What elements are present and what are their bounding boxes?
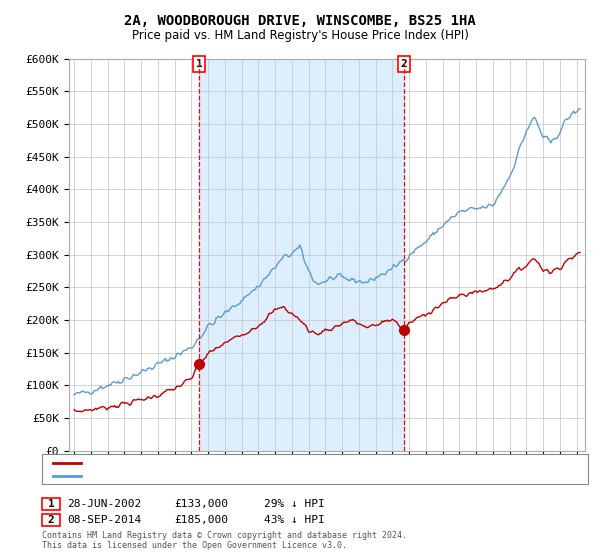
Text: 1: 1 (196, 59, 203, 69)
Text: Price paid vs. HM Land Registry's House Price Index (HPI): Price paid vs. HM Land Registry's House … (131, 29, 469, 42)
Text: 2: 2 (401, 59, 407, 69)
Text: This data is licensed under the Open Government Licence v3.0.: This data is licensed under the Open Gov… (42, 542, 347, 550)
Text: 2A, WOODBOROUGH DRIVE, WINSCOMBE, BS25 1HA (detached house): 2A, WOODBOROUGH DRIVE, WINSCOMBE, BS25 1… (85, 458, 432, 468)
Text: 08-SEP-2014: 08-SEP-2014 (67, 515, 142, 525)
Text: Contains HM Land Registry data © Crown copyright and database right 2024.: Contains HM Land Registry data © Crown c… (42, 531, 407, 540)
Text: 2A, WOODBOROUGH DRIVE, WINSCOMBE, BS25 1HA: 2A, WOODBOROUGH DRIVE, WINSCOMBE, BS25 1… (124, 14, 476, 28)
Text: 43% ↓ HPI: 43% ↓ HPI (264, 515, 325, 525)
Text: £133,000: £133,000 (174, 499, 228, 509)
Text: £185,000: £185,000 (174, 515, 228, 525)
Text: HPI: Average price, detached house, North Somerset: HPI: Average price, detached house, Nort… (85, 471, 379, 481)
Text: 1: 1 (47, 499, 55, 509)
Text: 2: 2 (47, 515, 55, 525)
Text: 29% ↓ HPI: 29% ↓ HPI (264, 499, 325, 509)
Text: 28-JUN-2002: 28-JUN-2002 (67, 499, 142, 509)
Bar (199, 59, 404, 451)
